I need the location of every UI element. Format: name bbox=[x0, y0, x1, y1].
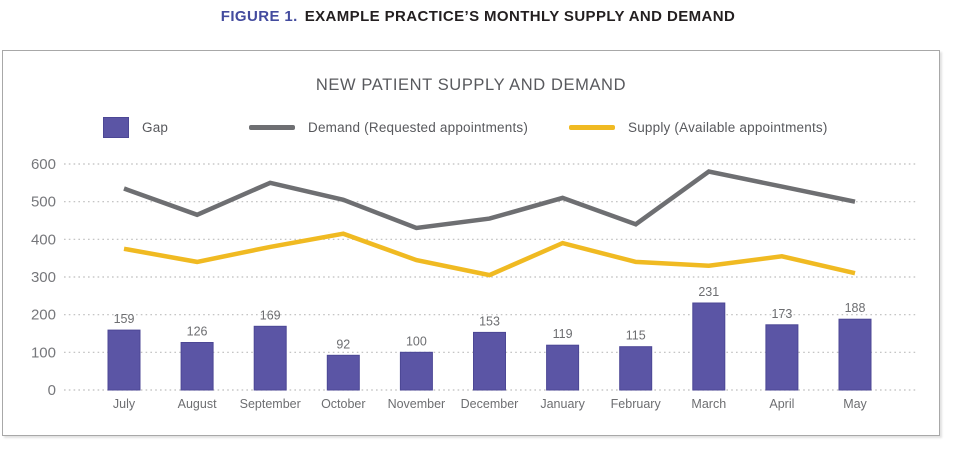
bar-value-april: 173 bbox=[771, 307, 792, 321]
x-tick-label-january: January bbox=[540, 397, 585, 411]
bar-value-september: 169 bbox=[260, 308, 281, 322]
bar-value-august: 126 bbox=[187, 325, 208, 339]
x-tick-label-december: December bbox=[461, 397, 519, 411]
x-tick-label-april: April bbox=[769, 397, 794, 411]
x-tick-label-february: February bbox=[611, 397, 662, 411]
legend-label-demand: Demand (Requested appointments) bbox=[308, 119, 529, 135]
supply-line bbox=[123, 231, 856, 278]
y-tick-label-0: 0 bbox=[48, 382, 56, 399]
y-tick-label-200: 200 bbox=[31, 307, 56, 324]
bar-february bbox=[619, 346, 653, 391]
figure-title: FIGURE 1. EXAMPLE PRACTICE’S MONTHLY SUPP… bbox=[0, 8, 956, 25]
legend-label-supply: Supply (Available appointments) bbox=[628, 119, 828, 135]
legend-item-supply: Supply (Available appointments) bbox=[569, 115, 828, 139]
x-tick-label-november: November bbox=[388, 397, 446, 411]
bar-october bbox=[326, 354, 360, 391]
bar-value-may: 188 bbox=[845, 301, 866, 315]
x-tick-label-august: August bbox=[178, 397, 217, 411]
bar-january bbox=[546, 344, 580, 391]
chart-title: NEW PATIENT SUPPLY AND DEMAND bbox=[315, 76, 627, 94]
bar-september bbox=[253, 325, 287, 391]
bar-value-december: 153 bbox=[479, 314, 500, 328]
bar-november bbox=[399, 351, 433, 391]
bar-august bbox=[180, 342, 214, 391]
y-tick-label-500: 500 bbox=[31, 194, 56, 211]
legend-item-gap: Gap bbox=[103, 115, 168, 139]
x-tick-label-september: September bbox=[240, 397, 301, 411]
y-tick-label-100: 100 bbox=[31, 344, 56, 361]
bar-value-february: 115 bbox=[626, 329, 646, 343]
chart-panel: NEW PATIENT SUPPLY AND DEMAND Gap Demand… bbox=[2, 50, 940, 436]
legend-item-demand: Demand (Requested appointments) bbox=[249, 115, 528, 139]
y-tick-label-600: 600 bbox=[31, 156, 56, 173]
bar-value-march: 231 bbox=[698, 285, 719, 299]
figure-title-text: EXAMPLE PRACTICE’S MONTHLY SUPPLY AND DE… bbox=[304, 8, 736, 25]
demand-line-swatch bbox=[249, 124, 295, 130]
gap-swatch bbox=[103, 116, 129, 138]
bar-march bbox=[692, 302, 726, 391]
bar-value-july: 159 bbox=[114, 312, 135, 326]
legend-label-gap: Gap bbox=[142, 119, 169, 135]
x-tick-label-july: July bbox=[113, 397, 136, 411]
bar-value-october: 92 bbox=[336, 337, 350, 351]
figure-number-label: FIGURE 1. bbox=[220, 8, 298, 25]
demand-line bbox=[123, 169, 856, 231]
bar-april bbox=[765, 324, 799, 391]
bar-value-november: 100 bbox=[406, 334, 427, 348]
y-tick-label-400: 400 bbox=[31, 231, 56, 248]
chart-canvas: 600 500 400 300 200 100 0 159 126 169 92 100 153 119 1… bbox=[31, 156, 916, 411]
x-tick-label-may: May bbox=[843, 397, 867, 411]
supply-line-swatch bbox=[569, 124, 615, 130]
bar-value-january: 119 bbox=[553, 327, 573, 341]
x-tick-label-march: March bbox=[691, 397, 726, 411]
bar-december bbox=[473, 331, 506, 391]
bar-july bbox=[107, 329, 141, 391]
y-tick-label-300: 300 bbox=[31, 269, 56, 286]
bar-may bbox=[838, 318, 872, 391]
x-tick-label-october: October bbox=[321, 397, 365, 411]
